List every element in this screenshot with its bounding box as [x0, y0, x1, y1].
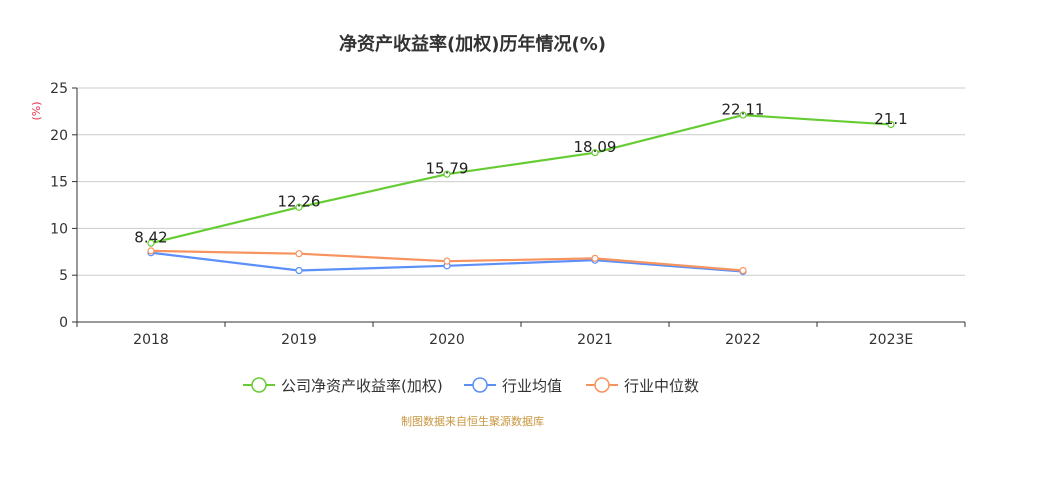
- y-tick-label: 5: [59, 268, 68, 284]
- data-point: [295, 266, 303, 275]
- x-tick-label: 2019: [281, 332, 317, 348]
- data-point: [147, 247, 155, 255]
- legend-marker: [472, 377, 488, 393]
- x-tick-label: 2021: [577, 332, 613, 348]
- y-tick-label: 25: [50, 81, 68, 97]
- y-tick-label: 10: [50, 221, 68, 237]
- x-tick-label: 2020: [429, 332, 465, 348]
- data-label: 15.79: [426, 160, 469, 178]
- legend: 公司净资产收益率(加权) 行业均值 行业中位数: [243, 377, 699, 395]
- data-point: [443, 170, 451, 178]
- x-tick-label: 2023E: [869, 332, 913, 348]
- chart-title: 净资产收益率(加权)历年情况(%): [339, 34, 606, 55]
- legend-label: 行业中位数: [624, 377, 699, 395]
- series-line: [150, 113, 892, 245]
- x-tick-label: 2018: [133, 332, 169, 348]
- legend-marker: [251, 377, 267, 393]
- x-tick-label: 2022: [725, 332, 761, 348]
- data-label: 8.42: [134, 229, 167, 247]
- source-note: 制图数据来自恒生聚源数据库: [401, 415, 544, 428]
- legend-marker: [594, 377, 610, 393]
- legend-label: 行业均值: [502, 377, 562, 395]
- data-label: 12.26: [278, 193, 321, 211]
- data-label: 18.09: [574, 138, 617, 156]
- data-point: [147, 239, 155, 247]
- data-point: [739, 266, 747, 275]
- y-tick-label: 20: [50, 128, 68, 144]
- axes: 0 5 10 15 20 25 2018 2019 2020 2021 2022 2023E (%): [30, 81, 966, 348]
- data-label: 21.1: [874, 110, 907, 128]
- series: [147, 111, 895, 276]
- grid-lines: [77, 87, 965, 276]
- y-axis-label: (%): [30, 101, 43, 120]
- data-label: 22.11: [722, 101, 765, 119]
- legend-label: 公司净资产收益率(加权): [281, 377, 443, 395]
- data-point: [443, 257, 451, 265]
- data-point: [739, 111, 747, 119]
- data-point: [295, 250, 303, 258]
- data-point: [591, 254, 599, 262]
- data-labels: 8.42 12.26 15.79 18.09 22.11 21.1: [134, 101, 907, 247]
- data-point: [591, 149, 599, 157]
- data-point: [887, 120, 895, 129]
- y-tick-label: 0: [59, 315, 68, 331]
- data-point: [295, 203, 303, 211]
- y-tick-label: 15: [50, 175, 68, 191]
